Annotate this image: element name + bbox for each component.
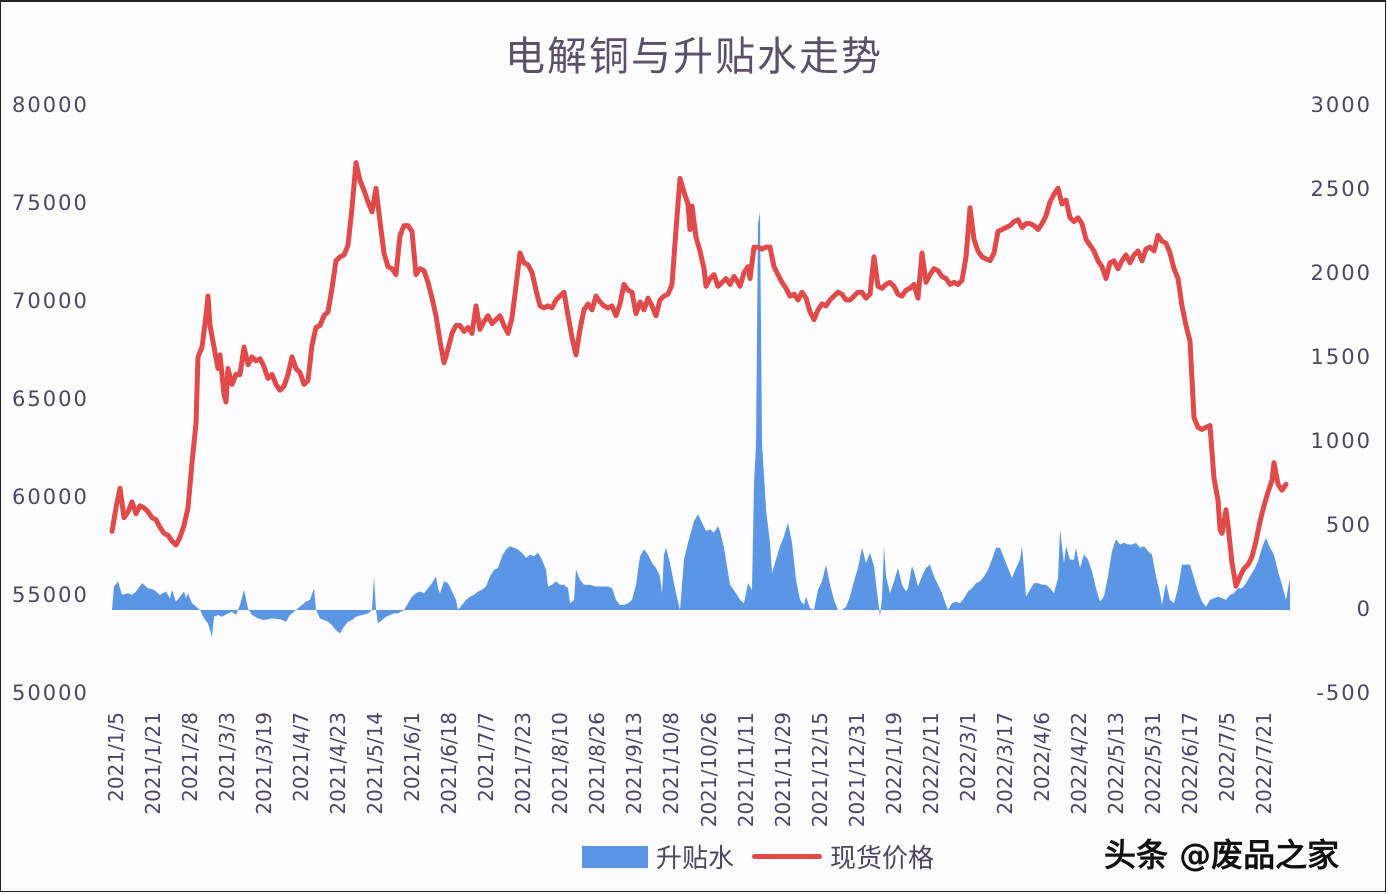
right-y-tick: 0 [1356, 597, 1372, 621]
chart-title: 电解铜与升贴水走势 [505, 34, 883, 80]
left-y-tick: 50000 [12, 681, 89, 705]
right-y-tick: 1000 [1310, 429, 1372, 453]
legend-line-swatch [752, 854, 823, 859]
premium-discount-area [112, 211, 1290, 637]
legend-area-swatch [582, 845, 648, 868]
legend-area-label: 升贴水 [656, 844, 735, 874]
right-y-tick: -500 [1316, 681, 1372, 705]
left-y-tick: 70000 [12, 289, 89, 313]
left-y-tick: 75000 [12, 191, 89, 215]
watermark: 头条 @废品之家 [1104, 836, 1340, 874]
legend-line-label: 现货价格 [830, 844, 935, 874]
right-y-tick: 3000 [1310, 93, 1372, 117]
left-y-tick: 55000 [12, 583, 89, 607]
left-y-tick: 65000 [12, 387, 89, 411]
right-y-tick: 2000 [1310, 261, 1372, 285]
left-y-tick: 80000 [12, 93, 89, 117]
right-y-tick: 500 [1325, 513, 1372, 537]
left-y-tick: 60000 [12, 485, 89, 509]
right-y-tick: 2500 [1310, 177, 1372, 201]
right-y-tick: 1500 [1310, 345, 1372, 369]
spot-price-line [109, 160, 1289, 589]
legend: 升贴水 现货价格 [582, 838, 934, 875]
